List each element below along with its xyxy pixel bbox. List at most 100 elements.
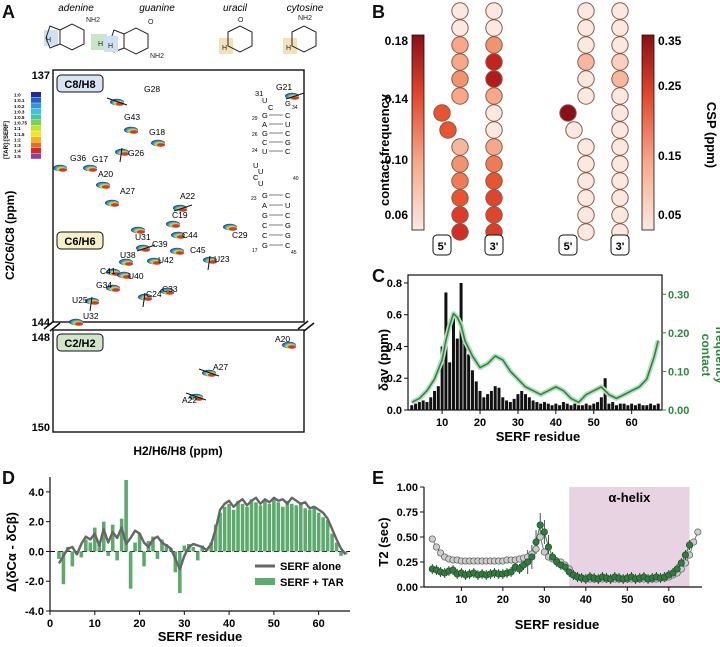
- delta-av-bar: [463, 338, 467, 410]
- delta-av-bar: [478, 390, 482, 410]
- serf-tar-bar: [325, 520, 330, 552]
- serf-tar-bar: [106, 551, 111, 556]
- serf-tar-bar: [110, 524, 115, 552]
- ratio-swatch: [31, 108, 41, 114]
- cytosine-label: cytosine: [287, 3, 324, 14]
- titration-ratio-legend: 1:01:0.11:0.21:0.31:0.51:0.751:11:1.51:2…: [14, 92, 41, 159]
- nucleotide-circle: [485, 155, 503, 173]
- peak-label: U23: [214, 254, 230, 264]
- delta-av-bar: [561, 402, 565, 410]
- y-tick-137: 137: [32, 70, 50, 82]
- x-tick-label: 10: [436, 417, 448, 429]
- panel-d-legend: SERF alone SERF + TAR: [255, 561, 344, 589]
- ratio-label: 1:2: [14, 137, 21, 142]
- nucleotide-circle: [485, 19, 503, 37]
- nucleotide-circle: [451, 189, 469, 207]
- x-tick-label: 20: [474, 417, 486, 429]
- panel-d-xlabel: SERF residue: [158, 629, 243, 644]
- delta-av-bar: [436, 386, 440, 410]
- delta-av-bar: [542, 402, 546, 410]
- y-tick-label: 0.75: [397, 507, 418, 519]
- serf-tar-bar: [209, 542, 213, 552]
- nucleotide-circle: [611, 53, 629, 71]
- tar-nt: 31: [255, 89, 263, 98]
- x-tick-label: 20: [133, 618, 145, 630]
- peak-contour: [157, 143, 165, 147]
- nucleotide-circle: [485, 53, 503, 71]
- tar-nt: C: [285, 241, 291, 250]
- serf-tar-bar: [316, 512, 321, 552]
- cytosine-h6: H: [286, 45, 291, 52]
- tar-nt: U: [262, 96, 267, 105]
- delta-av-bar: [505, 400, 509, 410]
- panel-a-ylabel: C2/C6/C8 (ppm): [3, 191, 17, 280]
- peak-label: U31: [135, 232, 151, 242]
- nucleotide-circle: [577, 189, 595, 207]
- tar-nt: A: [262, 201, 267, 210]
- serf-tar-bar: [128, 551, 133, 589]
- serf-tar-bar: [312, 506, 316, 552]
- delta-av-bar: [516, 394, 520, 410]
- nucleotide-circle: [451, 87, 469, 105]
- x-tick-label: 30: [512, 417, 524, 429]
- serf-tar-bar: [334, 542, 339, 552]
- delta-av-bar: [508, 402, 512, 410]
- hairpin1-3prime: 3': [490, 241, 499, 253]
- delta-av-bar: [433, 390, 437, 410]
- nucleotide-circle: [611, 189, 629, 207]
- peak-contour: [75, 322, 83, 326]
- y-tick-label: 0.0: [387, 405, 402, 417]
- nucleotide-circle: [485, 206, 503, 224]
- ratio-label: 1:5: [14, 154, 21, 159]
- ratio-swatch: [31, 153, 41, 159]
- serf-tar-bar: [294, 505, 299, 552]
- ratio-swatch: [31, 97, 41, 103]
- serf-tar-bar: [142, 551, 146, 567]
- cbar2-tick-3: 0.05: [658, 208, 682, 222]
- nucleotide-circle: [451, 172, 469, 190]
- delta-av-bar: [486, 394, 490, 410]
- peak-shift-arrow: [89, 296, 93, 312]
- tar-nt: G: [285, 231, 291, 240]
- peak-label: G17: [92, 154, 108, 164]
- panel-c-ylabel2-line1: contact: [699, 334, 713, 377]
- delta-av-bar: [440, 346, 444, 410]
- peak-shift-arrow: [285, 92, 305, 100]
- serf-tar-bar: [178, 551, 182, 594]
- hairpin2-5prime: 5': [564, 241, 573, 253]
- serf-alone-line: [57, 496, 347, 571]
- serf-tar-bar: [321, 517, 325, 552]
- ratio-swatch: [31, 92, 41, 98]
- serf-tar-bar: [276, 502, 281, 552]
- hairpin-csp: [559, 2, 629, 241]
- ratio-swatch: [31, 131, 41, 137]
- nucleotide-circle: [577, 138, 595, 156]
- delta-av-bar: [573, 403, 577, 410]
- serf-tar-bar: [119, 518, 124, 552]
- y-tick-label: 0.50: [397, 532, 418, 544]
- x-tick-label: 60: [313, 618, 325, 630]
- ratio-swatch: [31, 148, 41, 154]
- delta-av-bar: [410, 405, 414, 410]
- cytosine-nh2: NH2: [298, 15, 312, 22]
- peak-contour: [125, 262, 133, 266]
- serf-tar-bar: [57, 551, 61, 559]
- tar-nt-number: 40: [293, 176, 299, 182]
- serf-tar-t2-point: [524, 558, 532, 566]
- hairpin-contact-frequency: [433, 2, 503, 241]
- serf-tar-bar: [101, 521, 106, 552]
- delta-av-bar: [489, 390, 493, 410]
- nucleotide-circle: [577, 53, 595, 71]
- tar-nt: C: [285, 129, 291, 138]
- panel-c-ylabel: δav (ppm): [376, 329, 391, 391]
- nucleotide-circle: [559, 104, 577, 122]
- delta-av-bar: [618, 403, 622, 410]
- peak-label: C24: [146, 289, 162, 299]
- peak-shift-arrow: [119, 147, 123, 163]
- peak-label: G28: [144, 84, 160, 94]
- delta-av-bar: [649, 403, 653, 410]
- contact-frequency-colorbar-label: contact frequency: [377, 93, 392, 206]
- peak-contour: [172, 224, 180, 228]
- y2-tick-label: 0.10: [668, 366, 689, 378]
